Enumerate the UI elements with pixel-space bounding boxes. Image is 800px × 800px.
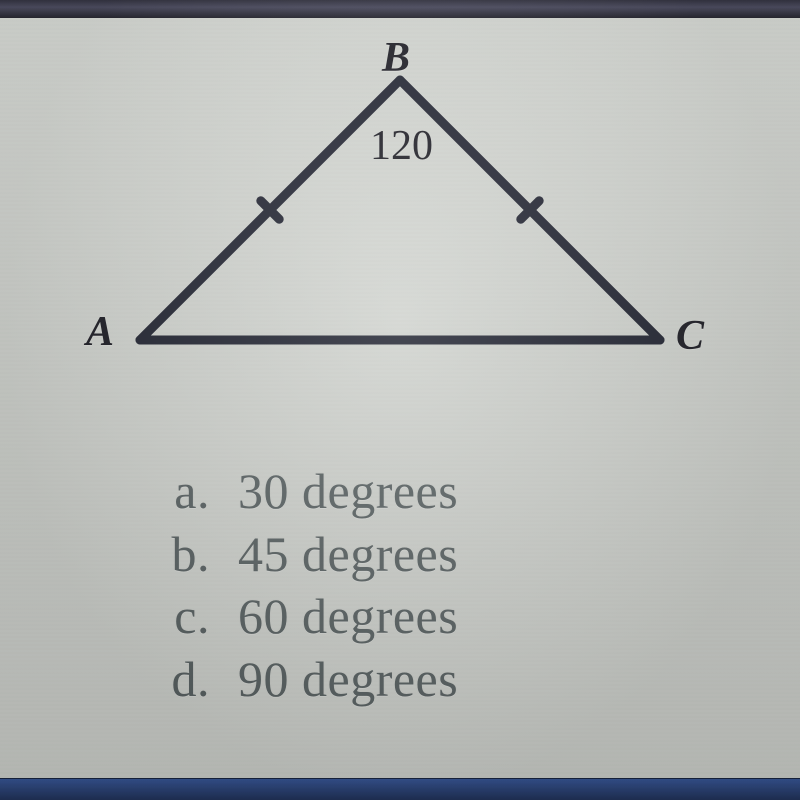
option-letter: d. [160,648,210,711]
answer-options: a. 30 degrees b. 45 degrees c. 60 degree… [160,460,458,710]
option-letter: c. [160,585,210,648]
option-b: b. 45 degrees [160,523,458,586]
option-text: 90 degrees [238,648,458,711]
option-text: 45 degrees [238,523,458,586]
vertex-label-c: C [676,312,704,360]
vertex-label-a: A [86,308,114,356]
angle-label-b: 120 [370,122,433,170]
top-torn-edge [0,0,800,18]
option-a: a. 30 degrees [160,460,458,523]
option-text: 30 degrees [238,460,458,523]
option-text: 60 degrees [238,585,458,648]
vertex-label-b: B [382,34,410,82]
triangle-diagram: A B C 120 [80,40,720,400]
triangle-svg [80,40,720,400]
option-d: d. 90 degrees [160,648,458,711]
option-letter: b. [160,523,210,586]
option-c: c. 60 degrees [160,585,458,648]
taskbar-bottom [0,778,800,800]
option-letter: a. [160,460,210,523]
